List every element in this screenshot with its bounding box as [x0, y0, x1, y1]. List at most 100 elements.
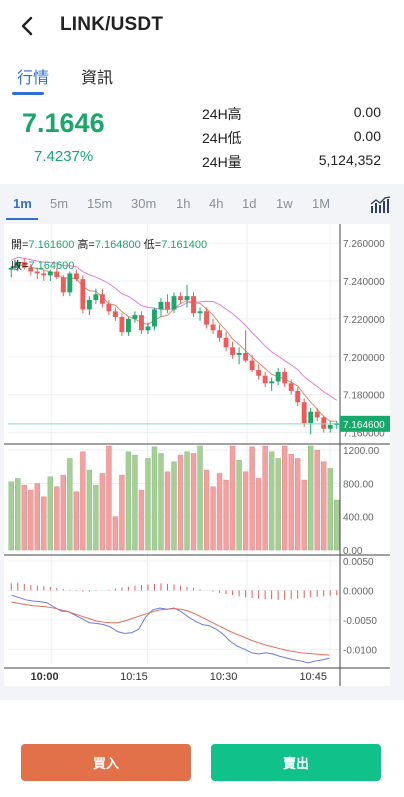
time-tick-label: 10:30	[210, 671, 238, 683]
volume-bar	[125, 451, 132, 551]
candle-body	[217, 330, 223, 338]
interval-active-indicator	[6, 218, 38, 220]
volume-bar	[151, 446, 158, 551]
volume-bar	[255, 478, 262, 551]
close-label: 收=	[11, 260, 29, 272]
candle-body	[295, 390, 301, 403]
candle-body	[15, 262, 21, 268]
volume-bar	[334, 499, 340, 551]
sell-button[interactable]: 賣出	[211, 744, 381, 781]
volume-bar	[327, 468, 333, 551]
candle-body	[112, 311, 118, 318]
volume-bar	[197, 445, 203, 551]
candle-body	[80, 279, 86, 310]
candle-body	[191, 296, 196, 314]
volume-bar	[21, 484, 27, 551]
candle-body	[256, 370, 262, 376]
volume-bar	[229, 445, 236, 551]
volume-bar	[67, 458, 73, 551]
candle-body	[106, 303, 112, 312]
candle-body	[158, 301, 164, 310]
volume-bar	[281, 445, 288, 551]
volume-bar	[288, 454, 294, 551]
interval-1w[interactable]: 1w	[276, 196, 293, 211]
volume-bar	[119, 474, 125, 551]
candle-body	[230, 347, 236, 355]
candle-body	[282, 371, 288, 384]
volume-bar	[106, 445, 112, 551]
time-tick-label: 10:00	[31, 671, 59, 683]
price-tick-label: 7.160000	[343, 429, 385, 440]
volume-bar	[177, 454, 184, 551]
high-label: 高=	[77, 239, 95, 251]
volume-bar	[262, 445, 268, 551]
macd-tick-label: 0.0000	[343, 586, 374, 597]
candle-body	[41, 273, 47, 276]
low-value: 7.161400	[161, 239, 208, 251]
candle-body	[262, 375, 268, 384]
volume-bar	[236, 459, 242, 551]
volume-bar	[203, 469, 210, 551]
back-arrow-icon[interactable]	[16, 14, 40, 38]
high-value: 7.164800	[94, 239, 141, 251]
candle-body	[132, 315, 138, 319]
interval-15m[interactable]: 15m	[87, 196, 113, 211]
volume-24h-value: 5,124,352	[318, 152, 381, 168]
interval-1m[interactable]: 1m	[13, 196, 32, 211]
price-tick-label: 7.200000	[343, 353, 385, 364]
volume-bar	[321, 461, 327, 551]
action-bar: 買入 賣出	[0, 700, 404, 797]
interval-1M[interactable]: 1M	[312, 196, 331, 211]
chart-settings-icon[interactable]	[370, 196, 392, 214]
interval-1h[interactable]: 1h	[176, 196, 191, 211]
ohlc-legend-row2: 收=7.164600	[11, 257, 74, 273]
close-value: 7.164600	[28, 260, 75, 272]
candle-body	[60, 277, 66, 293]
volume-bar	[132, 454, 138, 551]
low-label: 低=	[143, 239, 162, 251]
low-24h-value: 0.00	[353, 128, 381, 144]
candle-body	[178, 296, 183, 300]
price-tick-label: 7.260000	[343, 239, 385, 250]
volume-bar	[15, 478, 21, 551]
volume-bar	[184, 451, 190, 551]
candle-body	[8, 267, 14, 270]
candle-body	[99, 294, 105, 304]
interval-5m[interactable]: 5m	[50, 196, 69, 211]
change-percent: 7.4237%	[34, 148, 94, 165]
candle-body	[269, 381, 275, 384]
candle-body	[165, 301, 170, 310]
volume-bar	[86, 469, 93, 551]
interval-bar: 1m 5m 15m 30m 1h 4h 1d 1w 1M	[0, 186, 404, 224]
volume-24h-label: 24H量	[202, 154, 242, 170]
open-label: 開=	[11, 239, 29, 251]
last-price-tag-label: 7.164600	[343, 420, 385, 431]
volume-bar	[223, 479, 229, 551]
volume-bar	[54, 486, 60, 551]
candle-body	[204, 311, 210, 325]
candle-body	[21, 262, 27, 268]
tab-market[interactable]: 行情	[17, 70, 50, 87]
buy-button[interactable]: 買入	[21, 744, 191, 781]
macd-tick-label: -0.0050	[343, 616, 377, 627]
candle-body	[73, 273, 79, 280]
kline-chart[interactable]: 7.260000 7.240000 7.220000 7.200000 7.180000…	[4, 224, 390, 686]
interval-1d[interactable]: 1d	[242, 196, 257, 211]
volume-bar	[41, 496, 47, 551]
volume-tick-label: 800.00	[343, 479, 374, 490]
interval-4h[interactable]: 4h	[209, 196, 224, 211]
volume-bar	[190, 453, 197, 551]
macd-signal-line	[11, 601, 330, 656]
tab-news[interactable]: 資訊	[81, 70, 114, 87]
macd-tick-label: 0.0050	[343, 557, 374, 568]
interval-30m[interactable]: 30m	[131, 196, 157, 211]
candle-body	[67, 273, 73, 293]
candle-body	[54, 271, 60, 278]
price-tick-label: 7.240000	[343, 277, 385, 288]
candle-body	[223, 337, 229, 348]
volume-bar	[112, 516, 119, 551]
last-price-tag	[340, 415, 390, 432]
chart-container[interactable]: 7.260000 7.240000 7.220000 7.200000 7.180000…	[4, 224, 390, 686]
candle-body	[236, 352, 242, 355]
candle-body	[243, 352, 249, 361]
